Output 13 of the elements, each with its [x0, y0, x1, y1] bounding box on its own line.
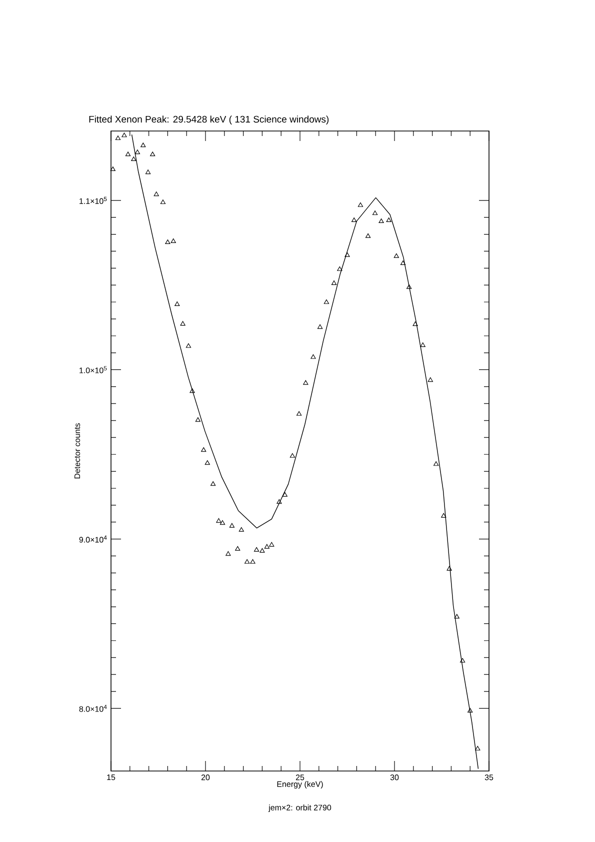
- x-tick-label: 25: [296, 774, 304, 780]
- y-tick-label: 1.0×10$^{5}$: [80, 366, 107, 374]
- y-tick-label: 1.1×10$^{5}$: [80, 196, 107, 204]
- y-tick-label: 8.0×10$^{4}$: [79, 704, 107, 712]
- x-tick-label: 15: [107, 774, 116, 780]
- text: jem×2: orbit 2790: [268, 804, 332, 812]
- y-tick-label: 9.0×10$^{4}$: [79, 536, 107, 543]
- x-axis-title: Energy (keV): [277, 781, 323, 789]
- x-tick-label: 35: [484, 774, 494, 780]
- x-tick-label: 30: [390, 774, 399, 780]
- x-tick-label: 20: [201, 774, 210, 780]
- chart-title: Fitted Xenon Peak: 29.5428 keV ( 131 Science windows): [89, 116, 329, 124]
- y-axis-title: Detector counts: [74, 423, 80, 478]
